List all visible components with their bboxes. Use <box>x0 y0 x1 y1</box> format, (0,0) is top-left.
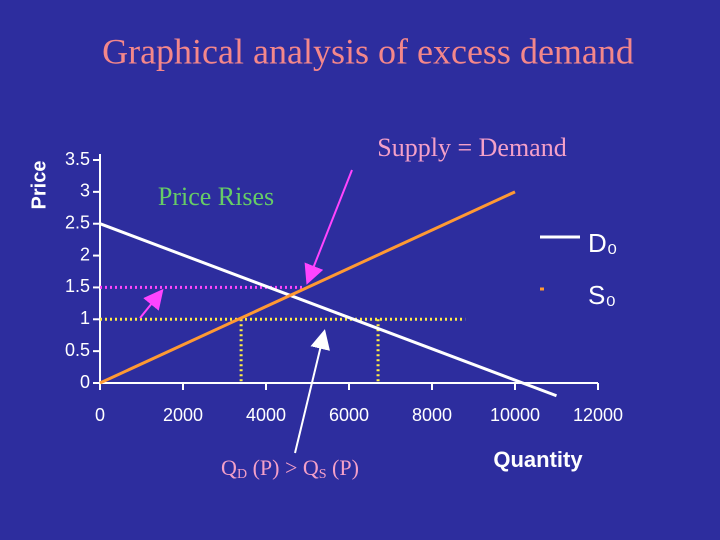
y-tick-label: 2 <box>80 244 90 264</box>
series-line <box>99 190 516 385</box>
y-tick-label: 0.5 <box>65 340 90 360</box>
inequality-part: Q <box>221 455 237 480</box>
x-tick-label: 12000 <box>573 405 623 425</box>
y-tick-label: 1.5 <box>65 276 90 296</box>
x-tick-label: 4000 <box>246 405 286 425</box>
x-tick-label: 8000 <box>412 405 452 425</box>
x-axis-label: Quantity <box>493 447 583 472</box>
x-tick-label: 2000 <box>163 405 203 425</box>
shortage-arrow <box>294 329 330 454</box>
x-tick-label: 6000 <box>329 405 369 425</box>
inequality-annotation: QD (P) > QS (P) <box>221 455 359 482</box>
y-tick-label: 0 <box>80 372 90 392</box>
series-line <box>99 222 558 398</box>
equilibrium-arrow <box>304 169 353 285</box>
x-tick-label: 0 <box>95 405 105 425</box>
inequality-subscript: S <box>319 467 327 482</box>
y-tick-label: 1 <box>80 308 90 328</box>
price-rise-arrow <box>139 288 164 319</box>
plot-area: 0 0.5 1 1.5 2 2.5 3 3.5 0 2000 4000 6000 8000 10000 12… <box>65 149 623 425</box>
y-axis-label: Price <box>28 161 50 210</box>
inequality-part: (P) <box>327 455 359 480</box>
price-rises-annotation: Price Rises <box>158 182 274 211</box>
inequality-subscript: D <box>237 467 247 482</box>
inequality-part: (P) > Q <box>247 455 319 480</box>
y-tick-label: 3 <box>80 181 90 201</box>
x-tick-label: 10000 <box>490 405 540 425</box>
y-tick-label: 2.5 <box>65 212 90 232</box>
equilibrium-annotation: Supply = Demand <box>377 133 566 162</box>
legend-label: S₀ <box>588 280 616 310</box>
legend-label: D₀ <box>588 228 618 258</box>
y-tick-label: 3.5 <box>65 149 90 169</box>
chart-title: Graphical analysis of excess demand <box>102 31 634 71</box>
